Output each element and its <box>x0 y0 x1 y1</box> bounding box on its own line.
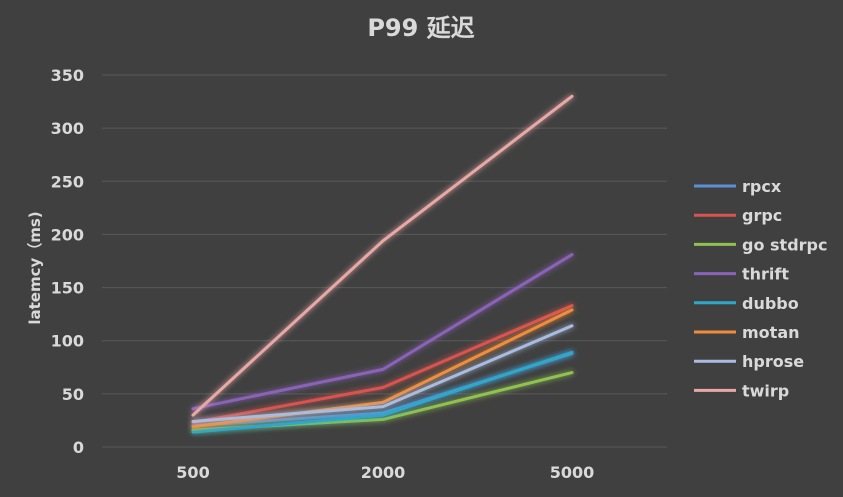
y-tick-label: 150 <box>51 279 84 298</box>
y-tick-label: 0 <box>73 438 84 457</box>
gridlines <box>102 74 667 448</box>
legend-item: twirp <box>694 381 789 400</box>
y-tick-label: 300 <box>51 119 84 138</box>
y-tick-label: 250 <box>51 172 84 191</box>
y-axis-label: latemcy（ms) <box>26 211 44 324</box>
legend-item: dubbo <box>694 294 799 313</box>
legend-label: thrift <box>742 265 789 284</box>
legend-item: hprose <box>694 352 804 371</box>
x-tick-label: 2000 <box>361 463 406 482</box>
series-line-grpc <box>191 304 574 425</box>
legend-item: motan <box>694 323 800 342</box>
series-lines <box>191 94 574 434</box>
legend-label: go stdrpc <box>742 235 827 254</box>
y-tick-label: 350 <box>51 66 84 85</box>
legend-item: grpc <box>694 206 782 225</box>
y-tick-label: 100 <box>51 332 84 351</box>
legend-label: grpc <box>742 206 782 225</box>
legend-label: rpcx <box>742 177 782 196</box>
legend-item: go stdrpc <box>694 235 827 254</box>
legend-label: dubbo <box>742 294 799 313</box>
y-axis-ticks: 0 50 100 150 200 250 300 350 <box>51 66 84 457</box>
series-line-hprose <box>191 324 574 423</box>
y-tick-label: 50 <box>62 385 84 404</box>
chart-title: P99 延迟 <box>367 14 474 42</box>
series-line-thrift <box>191 253 574 411</box>
x-tick-label: 5000 <box>550 463 595 482</box>
series-line-dubbo <box>191 350 574 434</box>
legend-label: hprose <box>742 352 804 371</box>
legend-label: motan <box>742 323 800 342</box>
legend-item: thrift <box>694 265 789 284</box>
legend-item: rpcx <box>694 177 782 196</box>
legend-label: twirp <box>742 381 789 400</box>
legend: rpcx grpc go stdrpc thrift dubbo motan hprose t… <box>694 177 827 400</box>
series-line-motan <box>191 308 574 429</box>
y-tick-label: 200 <box>51 225 84 244</box>
x-tick-label: 500 <box>176 463 209 482</box>
x-axis-ticks: 500 2000 5000 <box>176 463 594 482</box>
series-line-twirp <box>191 94 574 417</box>
